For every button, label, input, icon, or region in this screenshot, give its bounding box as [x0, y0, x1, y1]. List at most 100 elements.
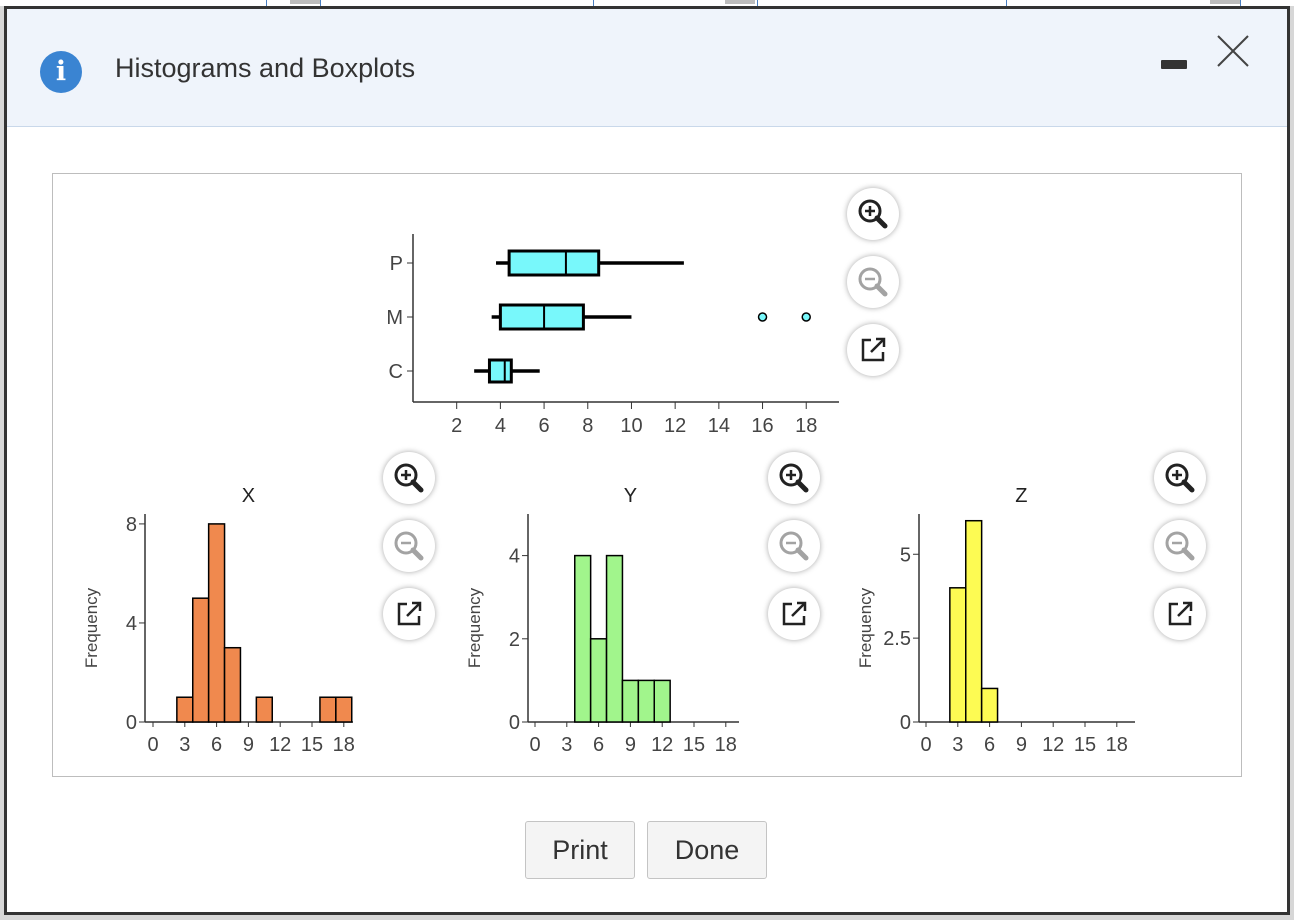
histogram-x-tick-label: 18: [1106, 734, 1128, 756]
background-tab-divider: [266, 0, 267, 6]
histogram-y-tick-label: 0: [509, 712, 520, 734]
zoom-in-icon: [858, 199, 888, 229]
lens: [779, 463, 803, 487]
boxplot-outlier: [801, 312, 811, 322]
background-tab-marker: [1210, 0, 1240, 4]
done-button[interactable]: Done: [647, 821, 767, 879]
histogram-z-zoom-out-button[interactable]: [1154, 520, 1206, 572]
open-external-icon: [861, 337, 886, 362]
background-tab-divider: [1240, 0, 1241, 6]
arrow-shaft: [1177, 602, 1192, 617]
minimize-icon: [1161, 60, 1187, 69]
zoom-out-icon: [779, 531, 809, 561]
histogram-x-tick-label: 6: [984, 734, 995, 756]
dialog-title: Histograms and Boxplots: [115, 53, 416, 83]
open-external-icon: [397, 601, 422, 626]
handle: [795, 479, 809, 493]
boxplot-outlier: [757, 312, 768, 322]
histogram-y-tick-label: 8: [126, 514, 137, 536]
zoom-out-icon: [394, 531, 424, 561]
handle: [410, 479, 424, 493]
histogram-bar: [255, 696, 274, 723]
histogram-x-tick-label: 18: [715, 734, 737, 756]
zoom-in-icon: [394, 463, 424, 493]
histogram-bar: [335, 696, 353, 723]
frame: [782, 602, 806, 626]
arrow-head: [876, 337, 886, 347]
boxplot-x-tick-label: 12: [664, 415, 686, 437]
histogram-bar: [980, 687, 999, 723]
histogram-x-open-external-button[interactable]: [383, 588, 435, 640]
histogram-y-tick-label: 4: [509, 546, 520, 568]
histogram-bar: [223, 646, 242, 723]
boxplot-zoom-in-button[interactable]: [847, 188, 899, 240]
histogram-bar: [192, 597, 210, 723]
histogram-bar: [653, 679, 671, 723]
lens: [858, 199, 882, 223]
background-tab-divider: [757, 0, 758, 6]
boxplot-x-tick-label: 6: [539, 415, 550, 437]
handle: [795, 547, 809, 561]
histogram-x-tick-label: 12: [651, 734, 673, 756]
charts-panel: 2 4 6 8 10 12 14 16 18 P M C X 0 4 8 0 3 6 9 12 15 18 Frequency…: [52, 173, 1242, 777]
boxplot-x-tick-label: 18: [795, 415, 817, 437]
histogram-x-tick-label: 9: [1016, 734, 1027, 756]
histogram-y-tick-label: 4: [126, 613, 137, 635]
histogram-x-tick-label: 0: [920, 734, 931, 756]
boxplot-box: [498, 303, 585, 331]
boxplot-zoom-out-button[interactable]: [847, 256, 899, 308]
print-button[interactable]: Print: [525, 821, 635, 879]
histogram-title: X: [242, 485, 255, 507]
histogram-x-tick-label: 15: [301, 734, 323, 756]
arrow-head: [1183, 601, 1193, 611]
histogram-x-tick-label: 9: [243, 734, 254, 756]
histogram-y-tick-label: 0: [900, 712, 911, 734]
histogram-x-tick-label: 12: [269, 734, 291, 756]
histogram-x-tick-label: 3: [952, 734, 963, 756]
minimize-button[interactable]: [1157, 55, 1189, 75]
close-button[interactable]: [1215, 33, 1251, 69]
boxplot-x-tick-label: 2: [451, 415, 462, 437]
histogram-x-zoom-out-button[interactable]: [383, 520, 435, 572]
handle: [410, 547, 424, 561]
histogram-title: Z: [1015, 485, 1027, 507]
arrow-shaft: [406, 602, 421, 617]
histogram-bar: [319, 696, 337, 723]
histogram-bar: [949, 587, 967, 723]
histogram-bar: [574, 554, 592, 723]
background-tab-divider: [593, 0, 594, 6]
info-icon: i: [40, 51, 82, 93]
boxplot-category-label: P: [390, 253, 403, 275]
frame: [397, 602, 421, 626]
histogram-x-tick-label: 9: [625, 734, 636, 756]
open-external-icon: [1168, 601, 1193, 626]
lens: [779, 531, 803, 555]
histogram-x-zoom-in-button[interactable]: [383, 452, 435, 504]
histogram-y-zoom-in-button[interactable]: [768, 452, 820, 504]
histogram-z-open-external-button[interactable]: [1154, 588, 1206, 640]
lens: [1165, 531, 1189, 555]
histogram-y-open-external-button[interactable]: [768, 588, 820, 640]
histogram-y-zoom-out-button[interactable]: [768, 520, 820, 572]
lens: [1165, 463, 1189, 487]
handle: [874, 283, 888, 297]
boxplot-open-external-button[interactable]: [847, 324, 899, 376]
handle: [1181, 479, 1195, 493]
histogram-x-tick-label: 0: [529, 734, 540, 756]
histogram-y-tick-label: 2: [509, 629, 520, 651]
boxplot-x-tick-label: 14: [708, 415, 730, 437]
lens: [858, 267, 882, 291]
frame: [861, 338, 885, 362]
histogram-y-tick-label: 0: [126, 712, 137, 734]
histogram-z-zoom-in-button[interactable]: [1154, 452, 1206, 504]
dialog-header: i Histograms and Boxplots: [7, 9, 1287, 127]
histograms-dialog: i Histograms and Boxplots 2 4 6 8 10 12 14 16 18…: [4, 6, 1290, 915]
boxplot-box: [487, 358, 513, 384]
arrow-head: [797, 601, 807, 611]
zoom-in-icon: [779, 463, 809, 493]
arrow-shaft: [870, 338, 885, 353]
handle: [1181, 547, 1195, 561]
histogram-bar: [176, 696, 194, 723]
handle: [874, 215, 888, 229]
